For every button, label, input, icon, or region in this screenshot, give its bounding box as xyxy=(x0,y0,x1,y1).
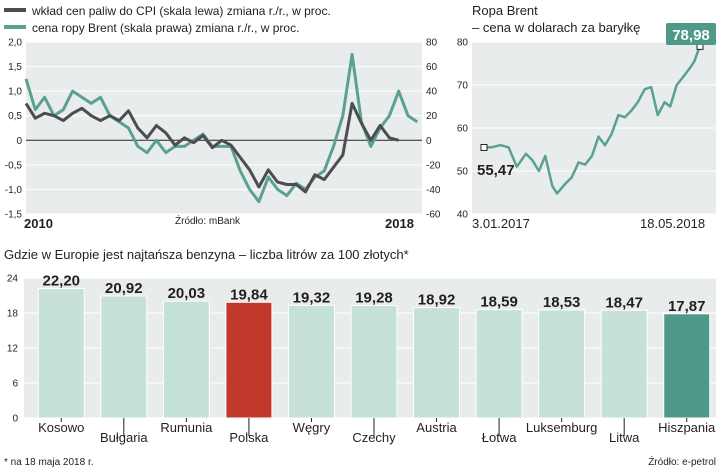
bar-value-label: 18,92 xyxy=(418,292,456,309)
left-axis-tick: 1,0 xyxy=(8,87,22,98)
right-axis-tick: 0 xyxy=(426,136,432,147)
right-axis-tick: 20 xyxy=(426,111,438,122)
brent-subtitle: – cena w dolarach za baryłkę xyxy=(472,20,640,35)
gasoline-bar-chart: Gdzie w Europie jest najtańsza benzyna –… xyxy=(4,247,716,468)
left-axis-tick: -0,5 xyxy=(5,160,23,171)
left-axis-tick: 1,5 xyxy=(8,62,22,73)
brent-start-marker xyxy=(480,143,488,151)
bar-axis-tick: 18 xyxy=(7,309,19,320)
category-label: Polska xyxy=(229,430,269,445)
x-label-end: 2018 xyxy=(385,216,414,231)
bar-litwa xyxy=(600,309,648,419)
bar-austria xyxy=(413,307,461,419)
left-axis-tick: -1,5 xyxy=(5,210,23,221)
bar-value-label: 18,59 xyxy=(480,294,518,311)
brent-axis-tick: 40 xyxy=(457,210,469,221)
right-axis-tick: 80 xyxy=(426,38,438,49)
bar-value-label: 18,53 xyxy=(543,294,581,311)
category-label: Węgry xyxy=(293,420,331,435)
brent-end-badge-box xyxy=(666,23,716,45)
category-label: Bułgaria xyxy=(100,430,148,445)
left-axis-tick: 0,5 xyxy=(8,111,22,122)
brent-axis-tick: 50 xyxy=(457,167,469,178)
brent-change-line xyxy=(24,52,419,204)
bar-rumunia xyxy=(162,300,210,419)
legend-label-brent: cena ropy Brent (skala prawa) zmiana r./… xyxy=(32,21,299,35)
brent-x-label-start: 3.01.2017 xyxy=(472,216,530,231)
right-axis-tick: 60 xyxy=(426,62,438,73)
bar-czechy xyxy=(350,305,398,419)
bar-polska xyxy=(225,301,273,419)
brent-start-value: 55,47 xyxy=(477,162,515,179)
bar-value-label: 19,28 xyxy=(355,290,393,307)
bar-value-label: 17,87 xyxy=(668,298,706,315)
bar-luksemburg xyxy=(538,309,586,419)
category-label: Litwa xyxy=(609,430,640,445)
bar-hiszpania xyxy=(663,313,711,419)
brent-start-value-label: 55,47 xyxy=(477,162,515,179)
category-label: Austria xyxy=(416,420,457,435)
x-label-start: 2010 xyxy=(24,216,53,231)
bar-kosowo xyxy=(37,288,85,419)
legend-swatch-cpi xyxy=(4,8,26,12)
category-label: Kosowo xyxy=(38,420,84,435)
brent-axis-tick: 80 xyxy=(457,38,469,49)
bar-łotwa xyxy=(475,309,523,419)
bar-axis-tick: 24 xyxy=(7,274,19,285)
right-axis-tick: -60 xyxy=(426,210,441,221)
brent-axis-tick: 70 xyxy=(457,81,469,92)
category-label: Hiszpania xyxy=(658,420,716,435)
brent-end-value: 78,98 xyxy=(672,27,710,44)
bar-value-label: 20,92 xyxy=(105,280,143,297)
bar-value-label: 22,20 xyxy=(42,273,80,290)
bar-axis-tick: 0 xyxy=(12,414,18,425)
legend: wkład cen paliw do CPI (skala lewa) zmia… xyxy=(4,4,331,35)
brent-price-chart: Ropa Brent – cena w dolarach za baryłkę … xyxy=(457,3,716,231)
right-axis-tick: 40 xyxy=(426,87,438,98)
source-label-epetrol: Źródło: e-petrol xyxy=(648,455,716,468)
legend-label-cpi: wkład cen paliw do CPI (skala lewa) zmia… xyxy=(31,4,331,18)
bar-węgry xyxy=(287,304,335,419)
brent-end-value-badge: 78,98 xyxy=(666,23,716,45)
source-label-mbank: Źródło: mBank xyxy=(175,214,241,227)
bar-axis-tick: 6 xyxy=(12,379,18,390)
left-axis-tick: -1,0 xyxy=(5,185,23,196)
cpi-brent-chart: 2,0 1,5 1,0 0,5 0 -0,5 -1,0 -1,5 80 60 40 20 0 -20 -4… xyxy=(4,4,441,231)
left-axis-tick: 2,0 xyxy=(8,38,22,49)
brent-axis-tick: 60 xyxy=(457,124,469,135)
cpi-brent-plot-area xyxy=(26,42,422,214)
bar-value-label: 19,32 xyxy=(293,289,331,306)
category-label: Czechy xyxy=(352,430,396,445)
brent-x-label-end: 18.05.2018 xyxy=(640,216,705,231)
bar-value-label: 19,84 xyxy=(230,286,268,303)
right-axis-tick: -20 xyxy=(426,160,441,171)
bar-bułgaria xyxy=(100,295,148,419)
cpi-contribution-line xyxy=(24,101,400,194)
bar-chart-title: Gdzie w Europie jest najtańsza benzyna –… xyxy=(4,247,409,262)
bar-value-label: 18,47 xyxy=(605,294,643,311)
category-label: Rumunia xyxy=(160,420,213,435)
category-label: Łotwa xyxy=(482,430,517,445)
brent-title: Ropa Brent xyxy=(472,3,538,18)
bar-axis-tick: 12 xyxy=(7,344,19,355)
brent-price-line xyxy=(483,45,702,195)
category-label: Luksemburg xyxy=(526,420,598,435)
footnote: * na 18 maja 2018 r. xyxy=(4,457,94,468)
right-axis-tick: -40 xyxy=(426,185,441,196)
left-axis-tick: 0 xyxy=(16,136,22,147)
bar-value-label: 20,03 xyxy=(168,285,206,302)
legend-swatch-brent xyxy=(4,25,26,29)
